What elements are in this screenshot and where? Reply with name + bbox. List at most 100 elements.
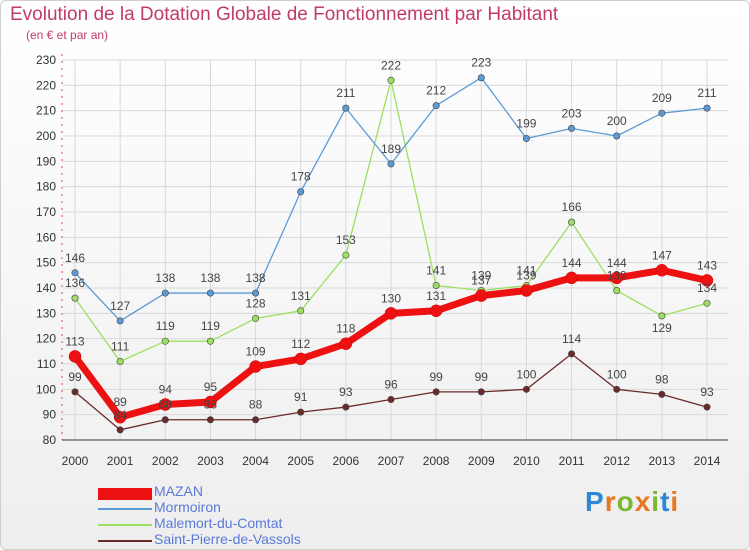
data-label-saint-pierre-de-vassols: 100 [607, 367, 627, 381]
data-label-malemort-du-comtat: 136 [65, 276, 85, 290]
data-label-mazan: 95 [204, 380, 218, 394]
point-mazan [68, 350, 82, 363]
legend-swatch-malemort [98, 524, 152, 526]
point-mazan [159, 398, 172, 411]
y-tick-label: 200 [36, 129, 56, 143]
y-tick-label: 140 [36, 281, 56, 295]
data-label-saint-pierre-de-vassols: 98 [655, 372, 669, 386]
point-mormoiron [658, 109, 666, 117]
point-malemort-du-comtat [206, 337, 214, 345]
legend-label-malemort: Malemort-du-Comtat [154, 515, 283, 531]
point-malemort-du-comtat [252, 314, 260, 322]
data-label-mazan: 109 [246, 345, 266, 359]
data-label-mormoiron: 211 [697, 86, 716, 100]
proxiti-logo: Proxiti [585, 486, 680, 517]
point-mazan [294, 352, 307, 366]
data-label-malemort-du-comtat: 139 [471, 269, 491, 283]
y-tick-label: 230 [36, 53, 56, 67]
x-tick-label: 2010 [513, 454, 540, 468]
data-label-malemort-du-comtat: 222 [381, 58, 401, 72]
point-saint-pierre-de-vassols [297, 408, 305, 416]
data-label-saint-pierre-de-vassols: 114 [562, 332, 581, 346]
data-label-mazan: 112 [291, 337, 310, 351]
point-mormoiron [342, 104, 350, 112]
data-label-mormoiron: 178 [291, 170, 311, 184]
x-tick-label: 2005 [287, 454, 314, 468]
point-saint-pierre-de-vassols [161, 416, 169, 424]
point-mormoiron [71, 269, 79, 277]
point-malemort-du-comtat [613, 287, 621, 295]
data-label-malemort-du-comtat: 153 [336, 233, 356, 247]
data-label-mormoiron: 146 [65, 251, 85, 265]
point-saint-pierre-de-vassols [342, 403, 350, 411]
y-tick-label: 220 [36, 78, 56, 92]
data-label-mormoiron: 212 [426, 84, 446, 98]
data-label-saint-pierre-de-vassols: 99 [429, 370, 443, 384]
data-label-mazan: 147 [652, 248, 672, 262]
y-tick-label: 170 [36, 205, 56, 219]
point-malemort-du-comtat [116, 357, 124, 365]
y-tick-label: 100 [36, 382, 56, 396]
data-label-saint-pierre-de-vassols: 93 [700, 385, 714, 399]
data-label-mazan: 94 [159, 383, 173, 397]
data-labels-layer: 99 84 88 88 88 91 93 96 99 99 100 114 100 98 93 136 111 1… [65, 56, 717, 422]
point-saint-pierre-de-vassols [703, 403, 711, 411]
point-mormoiron [116, 317, 124, 325]
point-mazan [610, 271, 623, 285]
point-mormoiron [297, 188, 305, 196]
chart-title: Evolution de la Dotation Globale de Fonc… [10, 4, 559, 25]
data-label-saint-pierre-de-vassols: 99 [68, 370, 82, 384]
point-mormoiron [432, 102, 440, 110]
point-saint-pierre-de-vassols [568, 350, 576, 358]
y-tick-label: 190 [36, 154, 56, 168]
data-label-malemort-du-comtat: 119 [156, 319, 175, 333]
data-label-malemort-du-comtat: 131 [291, 289, 311, 303]
data-label-malemort-du-comtat: 134 [697, 281, 717, 295]
point-saint-pierre-de-vassols [658, 390, 666, 398]
y-tick-label: 180 [36, 180, 56, 194]
point-mazan [475, 289, 488, 302]
data-label-mormoiron: 209 [652, 91, 672, 105]
x-tick-label: 2003 [197, 454, 224, 468]
point-mormoiron [206, 289, 214, 297]
legend-swatch-mazan [98, 488, 152, 500]
point-saint-pierre-de-vassols [432, 388, 440, 396]
legend: MAZAN Mormoiron Malemort-du-Comtat Saint… [98, 483, 338, 548]
point-mazan [655, 264, 669, 277]
data-label-saint-pierre-de-vassols: 88 [159, 398, 173, 412]
data-label-malemort-du-comtat: 166 [562, 200, 582, 214]
data-label-mormoiron: 199 [516, 117, 536, 131]
x-tick-label: 2000 [62, 454, 89, 468]
point-mazan [565, 271, 578, 285]
point-mazan [700, 274, 714, 287]
point-saint-pierre-de-vassols [252, 416, 260, 424]
point-mazan [339, 337, 353, 350]
point-malemort-du-comtat [161, 337, 169, 345]
point-mazan [384, 307, 398, 320]
data-label-mazan: 143 [697, 258, 717, 272]
point-saint-pierre-de-vassols [206, 416, 214, 424]
data-label-mazan: 118 [336, 322, 355, 336]
data-label-mormoiron: 211 [336, 86, 355, 100]
legend-label-saint-pierre: Saint-Pierre-de-Vassols [154, 531, 301, 547]
x-tick-label: 2011 [559, 454, 585, 468]
data-label-saint-pierre-de-vassols: 88 [249, 398, 263, 412]
point-malemort-du-comtat [703, 299, 711, 307]
point-malemort-du-comtat [342, 251, 350, 259]
data-label-malemort-du-comtat: 141 [516, 263, 536, 277]
point-saint-pierre-de-vassols [387, 395, 395, 403]
data-label-saint-pierre-de-vassols: 99 [475, 370, 489, 384]
data-label-malemort-du-comtat: 139 [607, 269, 627, 283]
point-mormoiron [477, 74, 485, 82]
y-tick-label: 80 [43, 433, 57, 447]
x-tick-label: 2007 [378, 454, 405, 468]
legend-swatch-saint-pierre [98, 540, 152, 542]
y-tick-label: 110 [37, 357, 56, 371]
data-label-mazan: 89 [113, 395, 127, 409]
series-layer [68, 74, 714, 434]
point-malemort-du-comtat [297, 307, 305, 315]
data-label-mazan: 137 [471, 274, 491, 288]
data-label-mormoiron: 200 [607, 114, 627, 128]
x-tick-label: 2001 [107, 454, 134, 468]
data-label-mazan: 144 [607, 256, 627, 270]
